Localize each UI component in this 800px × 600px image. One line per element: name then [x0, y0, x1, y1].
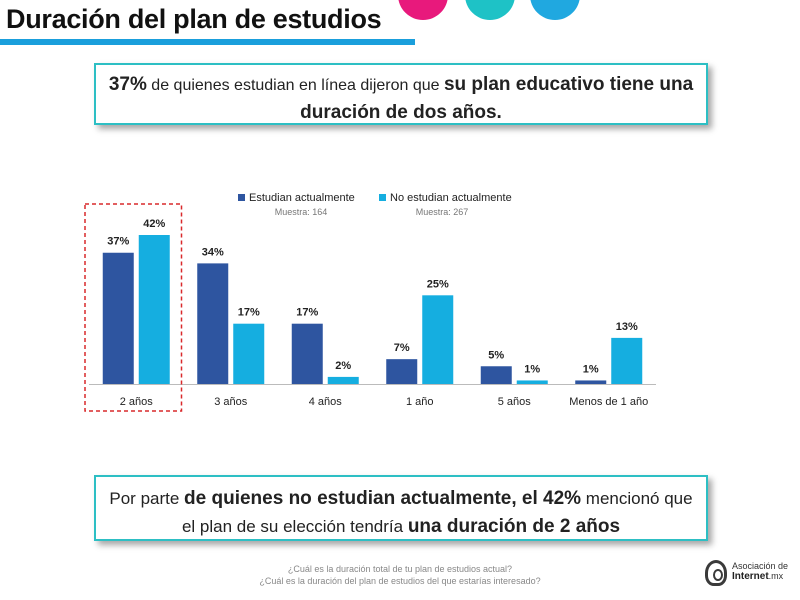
bar-value-label: 17%: [296, 307, 318, 319]
category-label: 2 años: [120, 396, 154, 408]
bar-value-label: 13%: [616, 321, 638, 333]
logo-line-2: Internet: [732, 571, 769, 582]
bar: [102, 252, 134, 384]
bottom-callout-text-3: el plan de su elección tendría: [181, 516, 408, 536]
bar: [480, 366, 512, 384]
legend-swatch: [238, 194, 245, 201]
bottom-callout-text-1: Por parte: [109, 489, 185, 508]
bar: [327, 376, 359, 384]
bar: [422, 295, 454, 384]
top-callout-text: de quienes estudian en línea dijeron que: [146, 77, 444, 94]
category-label: 5 años: [498, 396, 532, 408]
bar-value-label: 25%: [427, 278, 449, 290]
legend-label: No estudian actualmente: [390, 192, 512, 204]
logo-text: Asociación de Internet.mx: [732, 561, 788, 582]
top-callout-percent: 37%: [108, 74, 147, 95]
bar-value-label: 1%: [524, 363, 540, 375]
legend-label: Estudian actualmente: [249, 192, 355, 204]
bar: [291, 323, 323, 384]
category-label: Menos de 1 año: [569, 396, 648, 408]
bar-value-label: 37%: [107, 236, 129, 248]
asociacion-internet-logo: Asociación de Internet.mx: [705, 558, 795, 594]
bar: [575, 380, 607, 384]
logo-line-3: .mx: [768, 571, 784, 581]
bar-value-label: 7%: [394, 342, 410, 354]
decorative-dot-blue: [530, 0, 580, 20]
bar-value-label: 2%: [335, 360, 351, 372]
bar-value-label: 34%: [202, 246, 224, 258]
legend-sample: Muestra: 267: [416, 207, 469, 217]
category-label: 4 años: [309, 396, 343, 408]
bottom-callout: Por parte de quienes no estudian actualm…: [94, 475, 708, 541]
bottom-callout-text-2: mencionó que: [581, 489, 693, 508]
legend-swatch: [379, 194, 386, 201]
logo-line-1: Asociación de: [732, 561, 789, 571]
footer-questions: ¿Cuál es la duración total de tu plan de…: [0, 563, 800, 587]
bar-chart: Estudian actualmente Muestra: 164 No estud…: [84, 192, 656, 412]
footer-question-2: ¿Cuál es la duración del plan de estudio…: [259, 576, 541, 586]
category-label: 3 años: [214, 396, 248, 408]
decorative-dot-pink: [398, 0, 448, 20]
logo-mark-icon: [705, 560, 727, 586]
bar: [516, 380, 548, 384]
bar: [611, 337, 643, 384]
title-underline: [0, 39, 415, 45]
bottom-callout-bold-1: de quienes no estudian actualmente, el 4…: [184, 488, 582, 509]
highlight-box: [84, 203, 183, 412]
decorative-dot-teal: [465, 0, 515, 20]
bar-value-label: 17%: [238, 307, 260, 319]
bar: [386, 359, 418, 384]
top-callout-bold-1: su plan educativo tiene una: [443, 74, 694, 95]
bar-value-label: 42%: [143, 218, 165, 230]
bar-value-label: 1%: [583, 363, 599, 375]
footer-question-1: ¿Cuál es la duración total de tu plan de…: [287, 564, 513, 574]
top-callout: 37% de quienes estudian en línea dijeron…: [94, 63, 708, 125]
legend-sample: Muestra: 164: [275, 207, 328, 217]
bar: [197, 263, 229, 384]
page-title: Duración del plan de estudios: [6, 4, 382, 34]
bar-value-label: 5%: [488, 349, 504, 361]
top-callout-bold-2: duración de dos años.: [300, 101, 502, 123]
bar: [138, 235, 170, 384]
category-label: 1 año: [406, 396, 434, 408]
bar: [233, 323, 265, 384]
bottom-callout-bold-2: una duración de 2 años: [407, 515, 621, 537]
